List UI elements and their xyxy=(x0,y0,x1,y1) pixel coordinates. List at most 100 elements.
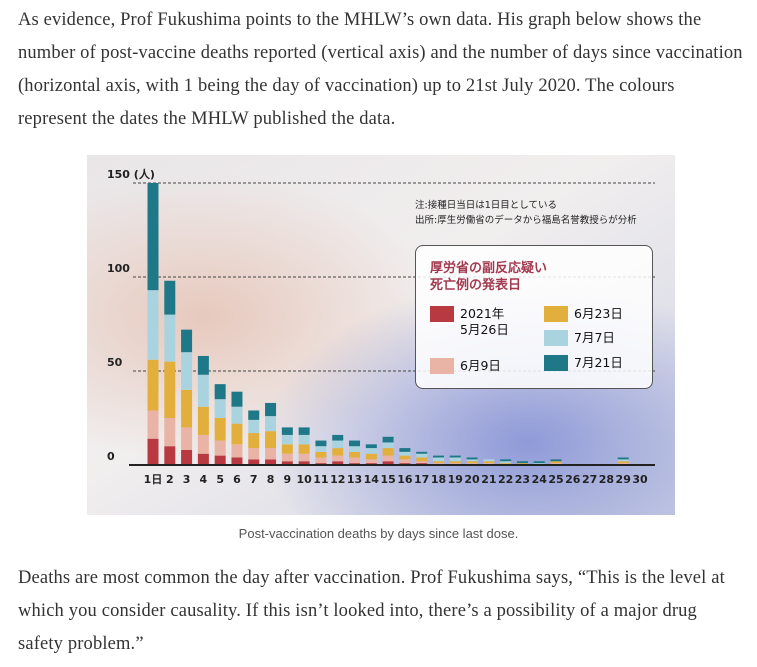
bar-segment xyxy=(181,389,193,428)
bar-segment xyxy=(349,457,361,464)
bar-segment xyxy=(164,446,176,465)
annotation: 出所:厚生労働省のデータから福島名誉教授らが分析 xyxy=(415,214,637,226)
bar-segment xyxy=(231,444,243,458)
bar-segment xyxy=(332,434,344,441)
x-tick-label: 8 xyxy=(267,473,275,486)
bar-segment xyxy=(349,440,361,447)
bar-segment xyxy=(248,419,260,434)
bar-segment xyxy=(147,359,159,411)
bar-segment xyxy=(214,418,226,441)
bar-segment xyxy=(382,442,394,449)
x-tick-label: 22 xyxy=(498,473,513,486)
x-tick-label: 25 xyxy=(548,473,563,486)
legend-title: 厚労省の副反応疑い 死亡例の発表日 xyxy=(430,261,548,293)
bar-segment xyxy=(500,461,512,464)
bar-segment xyxy=(231,391,243,407)
bar-segment xyxy=(147,438,159,465)
x-tick-label: 4 xyxy=(200,473,208,486)
bar-segment xyxy=(466,461,478,464)
bar-segment xyxy=(315,446,327,452)
bar-segment xyxy=(516,461,528,464)
bar-segment xyxy=(449,457,461,462)
bar-segment xyxy=(399,448,411,452)
bar-segment xyxy=(332,440,344,449)
bar-segment xyxy=(181,329,193,353)
x-tick-label: 6 xyxy=(233,473,241,486)
bar-segment xyxy=(349,451,361,458)
paragraph: Deaths are most common the day after vac… xyxy=(18,568,725,654)
bar-segment xyxy=(315,440,327,447)
bar-segment xyxy=(533,461,545,464)
bar-segment xyxy=(265,431,277,449)
x-tick-label: 10 xyxy=(296,473,312,486)
bar-segment xyxy=(197,453,209,465)
bar-segment xyxy=(449,461,461,464)
bar-segment xyxy=(197,374,209,407)
bar-segment xyxy=(298,427,310,435)
bar-segment xyxy=(214,455,226,465)
bar-segment xyxy=(164,418,176,447)
bar-segment xyxy=(231,457,243,465)
bar-segment xyxy=(466,459,478,462)
bar-segment xyxy=(332,448,344,456)
bar-segment xyxy=(281,427,293,435)
bar-segment xyxy=(248,433,260,449)
bar-segment xyxy=(248,410,260,420)
legend-swatch xyxy=(544,355,568,371)
bar-segment xyxy=(281,444,293,454)
bar-segment xyxy=(265,416,277,432)
legend-entry: 6月23日 xyxy=(544,306,623,322)
x-tick-label: 1日 xyxy=(144,473,163,486)
bar-segment xyxy=(332,455,344,462)
bar-segment xyxy=(197,406,209,435)
legend: 厚労省の副反応疑い 死亡例の発表日 2021年 5月26日 6月9日 6月23日 7月… xyxy=(415,245,653,389)
legend-entry: 7月7日 xyxy=(544,330,615,346)
bar-segment xyxy=(382,448,394,456)
bar-segment xyxy=(332,461,344,465)
figure: 注:接種日当日は1日目としている 出所:厚生労働省のデータから福島名誉教授らが分… xyxy=(87,155,675,515)
y-tick-label: 0 xyxy=(107,450,115,463)
bar-segment xyxy=(265,448,277,460)
y-tick-label: 150 (人) xyxy=(107,167,155,181)
bar-segment xyxy=(432,461,444,464)
bar-segment xyxy=(147,410,159,439)
bar-segment xyxy=(147,183,159,291)
x-tick-label: 28 xyxy=(599,473,614,486)
bar-segment xyxy=(617,461,629,464)
bar-segment xyxy=(550,459,562,462)
bar-segment xyxy=(298,434,310,445)
bar-segment xyxy=(483,461,495,464)
legend-entry: 2021年 5月26日 xyxy=(430,306,509,338)
x-tick-label: 12 xyxy=(330,473,345,486)
x-tick-label: 23 xyxy=(515,473,530,486)
bar-segment xyxy=(617,459,629,462)
bar-segment xyxy=(365,444,377,449)
paragraph: As evidence, Prof Fukushima points to th… xyxy=(18,10,743,129)
bar-segment xyxy=(298,453,310,462)
legend-swatch xyxy=(544,306,568,322)
bar-segment xyxy=(298,461,310,465)
bar-segment xyxy=(181,352,193,390)
caption: Post-vaccination deaths by days since la… xyxy=(238,526,519,541)
bar-segment xyxy=(617,457,629,460)
x-tick-label: 9 xyxy=(284,473,292,486)
bar-segment xyxy=(214,440,226,456)
y-tick-label: 100 xyxy=(107,262,130,275)
bar-segment xyxy=(298,444,310,454)
legend-entry: 7月21日 xyxy=(544,355,623,371)
bar-segment xyxy=(197,355,209,375)
x-tick-label: 27 xyxy=(582,473,597,486)
bar-segment xyxy=(416,461,428,464)
x-tick-label: 17 xyxy=(414,473,429,486)
bar-segment xyxy=(248,459,260,465)
bar-segment xyxy=(248,448,260,460)
x-tick-label: 18 xyxy=(431,473,446,486)
x-tick-label: 26 xyxy=(565,473,581,486)
bar-segment xyxy=(416,457,428,462)
x-tick-label: 2 xyxy=(166,473,174,486)
bar-segment xyxy=(147,290,159,360)
bar-segment xyxy=(281,453,293,462)
x-tick-label: 5 xyxy=(216,473,224,486)
bar-segment xyxy=(466,457,478,460)
bar-segment xyxy=(550,461,562,464)
